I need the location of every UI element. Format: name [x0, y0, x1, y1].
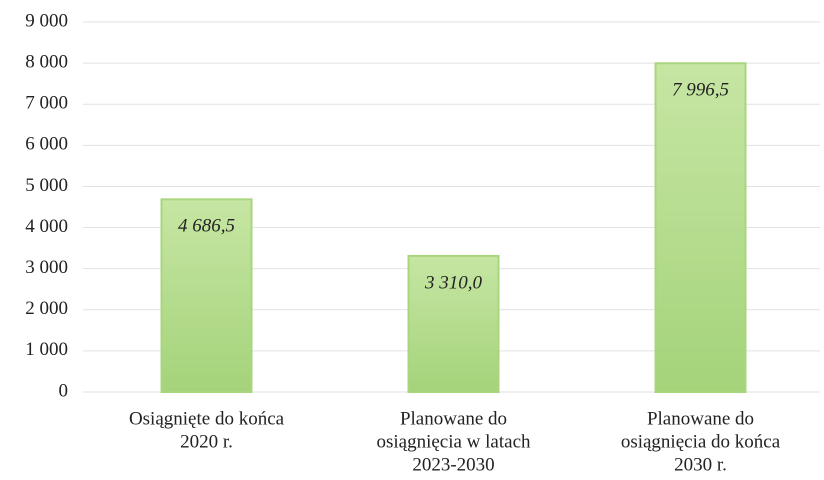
value-label: 3 310,0 — [424, 272, 483, 293]
y-tick-label: 8 000 — [25, 51, 68, 72]
value-label: 4 686,5 — [178, 216, 235, 237]
y-tick-label: 7 000 — [25, 93, 68, 114]
x-tick-label: osiągnięcia w latach — [376, 431, 531, 452]
bar — [160, 198, 253, 393]
y-tick-label: 3 000 — [25, 257, 68, 278]
y-tick-label: 0 — [59, 380, 69, 401]
x-tick-label: Planowane do — [647, 408, 754, 429]
y-tick-label: 5 000 — [25, 175, 68, 196]
x-tick-label: Osiągnięte do końca — [129, 408, 285, 429]
y-tick-label: 2 000 — [25, 298, 68, 319]
y-tick-label: 4 000 — [25, 216, 68, 237]
x-tick-label: 2020 r. — [180, 431, 233, 452]
y-tick-label: 6 000 — [25, 134, 68, 155]
y-tick-label: 9 000 — [25, 10, 68, 31]
y-tick-label: 1 000 — [25, 339, 68, 360]
x-tick-label: 2030 r. — [674, 454, 727, 475]
x-tick-label: 2023-2030 — [412, 454, 494, 475]
bar — [654, 62, 747, 393]
x-tick-label: Planowane do — [400, 408, 507, 429]
x-tick-label: osiągnięcia do końca — [621, 431, 781, 452]
bar — [407, 254, 500, 393]
value-label: 7 996,5 — [672, 80, 729, 101]
